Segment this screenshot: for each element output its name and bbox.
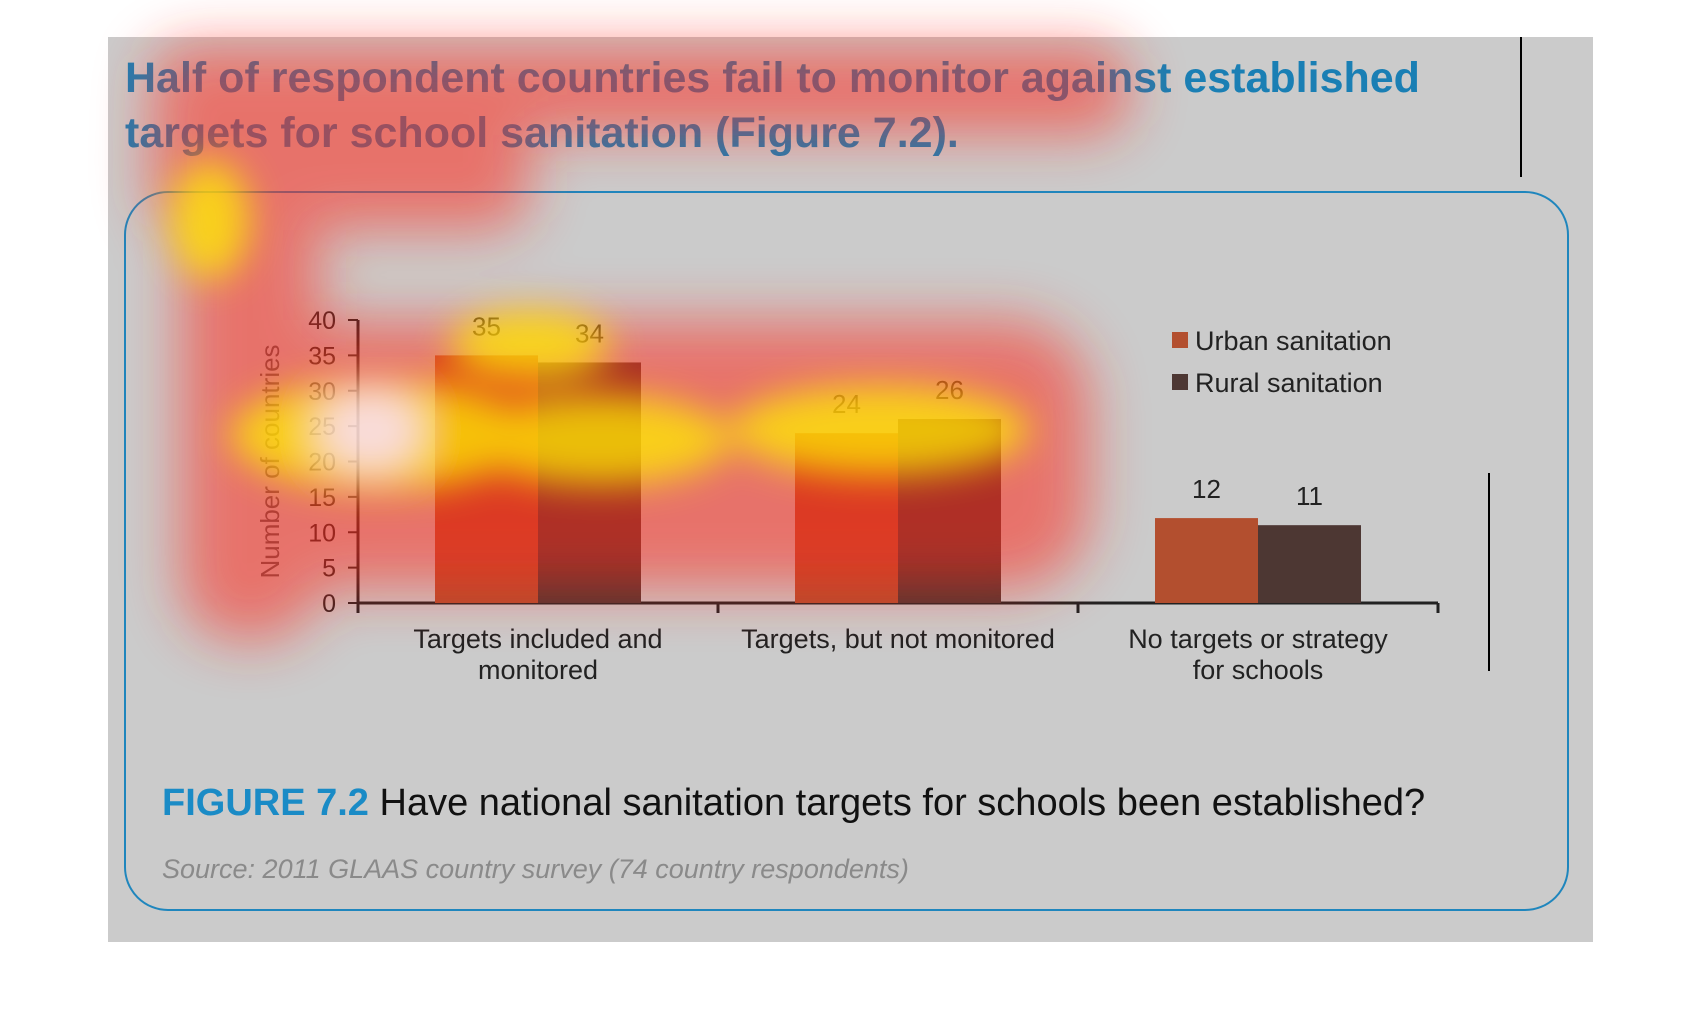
- divider-line: [1520, 37, 1522, 177]
- bar: [1258, 525, 1361, 603]
- divider-line: [1488, 473, 1490, 671]
- source-note: Source: 2011 GLAAS country survey (74 co…: [162, 854, 909, 884]
- data-label: 11: [1296, 481, 1323, 511]
- bar: [435, 355, 538, 603]
- category-label: Targets, but not monitored: [741, 624, 1055, 654]
- category-label: No targets or strategy: [1128, 624, 1388, 654]
- category-label: Targets included and: [413, 624, 662, 654]
- category-label: monitored: [478, 655, 598, 685]
- bar: [898, 419, 1001, 603]
- figure-caption-text: Have national sanitation targets for sch…: [379, 782, 1426, 824]
- y-tick-label: 10: [308, 519, 336, 547]
- y-axis-label: Number of countries: [255, 344, 285, 578]
- legend-swatch: [1172, 374, 1188, 390]
- y-tick-label: 5: [322, 555, 336, 583]
- data-label: 35: [472, 311, 501, 341]
- y-tick-label: 20: [308, 449, 336, 477]
- data-label: 26: [935, 375, 964, 405]
- legend-label: Rural sanitation: [1195, 368, 1383, 398]
- figure-box: [124, 191, 1569, 911]
- y-tick-label: 35: [308, 342, 336, 370]
- bar: [1155, 518, 1258, 603]
- y-tick-label: 0: [322, 590, 336, 618]
- legend-swatch: [1172, 332, 1188, 348]
- bar: [538, 362, 641, 603]
- category-label: for schools: [1193, 655, 1324, 685]
- data-label: 12: [1192, 474, 1221, 504]
- figure-caption: FIGURE 7.2 Have national sanitation targ…: [162, 782, 1425, 825]
- y-tick-label: 40: [308, 307, 336, 335]
- figure-label: FIGURE 7.2: [162, 782, 369, 824]
- y-tick-label: 30: [308, 378, 336, 406]
- bar: [795, 433, 898, 603]
- data-label: 34: [575, 318, 604, 348]
- y-tick-label: 15: [308, 484, 336, 512]
- data-label: 24: [832, 389, 861, 419]
- y-tick-label: 25: [308, 413, 336, 441]
- legend-label: Urban sanitation: [1195, 326, 1392, 356]
